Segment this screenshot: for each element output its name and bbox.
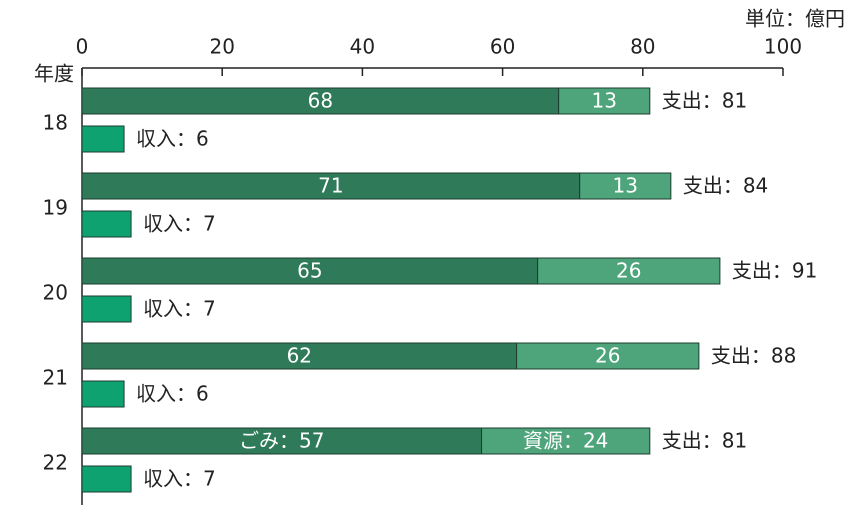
data-label: 65: [297, 259, 322, 283]
x-tick-label: 40: [350, 35, 375, 59]
total-label: 支出：91: [732, 259, 817, 283]
x-tick-label: 0: [76, 35, 89, 59]
data-label: 資源：24: [523, 429, 608, 453]
total-label: 支出：84: [683, 174, 768, 198]
bar: [81, 380, 125, 408]
x-tick-label: 60: [490, 35, 515, 59]
y-tick-label: 19: [43, 196, 68, 220]
total-label: 支出：81: [662, 429, 747, 453]
y-tick-label: 22: [43, 451, 68, 475]
y-tick-label: 21: [43, 366, 68, 390]
data-label: ごみ：57: [239, 429, 324, 453]
bar-segment: [81, 87, 560, 115]
x-tick-label: 100: [764, 35, 802, 59]
data-label: 収入：7: [143, 467, 216, 491]
data-label: 13: [592, 89, 617, 113]
data-label: 収入：7: [143, 297, 216, 321]
bar: [81, 295, 132, 323]
data-label: 収入：6: [136, 382, 209, 406]
bar-segment: [537, 257, 721, 285]
bar-segment: [81, 342, 518, 370]
data-label: 13: [613, 174, 638, 198]
bar: [81, 465, 132, 493]
bar-segment: [579, 172, 672, 200]
data-label: 26: [616, 259, 641, 283]
total-label: 支出：81: [662, 89, 747, 113]
data-label: 収入：7: [143, 212, 216, 236]
unit-label: 単位：億円: [745, 7, 845, 31]
data-label: 26: [595, 344, 620, 368]
bar: [81, 125, 125, 153]
y-tick-label: 18: [43, 111, 68, 135]
bar-segment: [81, 427, 483, 455]
category-axis-label: 年度: [34, 62, 74, 86]
data-label: 収入：6: [136, 127, 209, 151]
bar-segment: [481, 427, 651, 455]
data-label: 62: [287, 344, 312, 368]
y-tick-label: 20: [43, 281, 68, 305]
data-label: 71: [318, 174, 343, 198]
data-label: 68: [308, 89, 333, 113]
bar: [81, 210, 132, 238]
x-tick-label: 20: [209, 35, 234, 59]
total-label: 支出：88: [711, 344, 796, 368]
x-tick-label: 80: [630, 35, 655, 59]
bar-segment: [516, 342, 700, 370]
bar-segment: [558, 87, 651, 115]
